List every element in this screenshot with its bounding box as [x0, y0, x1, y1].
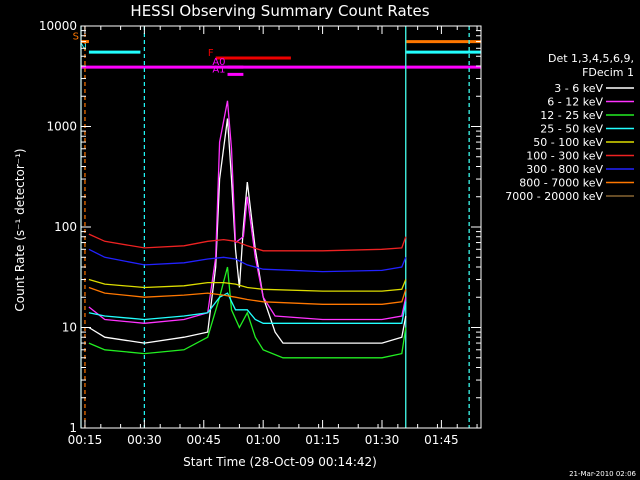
- legend-entry-label: 800 - 7000 keV: [519, 177, 603, 190]
- plot-frame: [80, 25, 482, 429]
- generated-timestamp: 21-Mar-2010 02:06: [569, 470, 636, 478]
- axes-layer: 1 10 100 1000 10000 00:15 00:30 00:45 01:00 01:15…: [39, 19, 482, 447]
- legend-entry-label: 12 - 25 keV: [540, 109, 603, 122]
- flag-label: S: [73, 32, 79, 43]
- x-tick-label: 00:15: [68, 433, 103, 447]
- x-tick-label: 01:30: [365, 433, 400, 447]
- legend-header: FDecim 1: [582, 66, 634, 79]
- y-tick-label: 100: [54, 220, 77, 234]
- series-line: [88, 248, 407, 273]
- x-axis-label: Start Time (28-Oct-09 00:14:42): [183, 455, 377, 469]
- legend-entry-label: 25 - 50 keV: [540, 123, 603, 136]
- x-tick-label: 01:15: [305, 433, 340, 447]
- chart-title: HESSI Observing Summary Count Rates: [130, 2, 429, 20]
- series-line: [88, 266, 407, 359]
- y-tick-label: 10000: [39, 19, 77, 33]
- x-tick-label: 00:30: [127, 433, 162, 447]
- series-line: [88, 118, 407, 344]
- legend-entry-label: 3 - 6 keV: [554, 82, 603, 95]
- flag-label: F: [208, 48, 214, 59]
- y-tick-label: 10: [62, 321, 77, 335]
- legend-entry-label: 100 - 300 keV: [526, 150, 603, 163]
- series-line: [88, 278, 407, 292]
- flag-label: N: [79, 42, 86, 53]
- legend-entry-label: 50 - 100 keV: [533, 136, 603, 149]
- legend-header: Det 1,3,4,5,6,9,: [548, 52, 634, 65]
- series-line: [88, 100, 407, 324]
- legend-entry-label: 300 - 800 keV: [526, 163, 603, 176]
- x-tick-label: 00:45: [186, 433, 221, 447]
- x-tick-label: 01:00: [246, 433, 281, 447]
- y-tick-label: 1000: [46, 120, 77, 134]
- series-line: [88, 286, 407, 305]
- legend-entry-label: 7000 - 20000 keV: [505, 190, 603, 203]
- vertical-markers-layer: [80, 26, 470, 428]
- series-line: [88, 233, 407, 252]
- flag-label: A0: [212, 57, 225, 68]
- y-tick-label: 1: [69, 421, 77, 435]
- series-layer: [88, 100, 407, 359]
- flag-label: A1: [212, 64, 225, 75]
- x-tick-label: 01:45: [424, 433, 459, 447]
- legend-entry-label: 6 - 12 keV: [547, 96, 603, 109]
- series-line: [88, 292, 407, 324]
- y-axis-label: Count Rate (s⁻¹ detector⁻¹): [13, 148, 27, 311]
